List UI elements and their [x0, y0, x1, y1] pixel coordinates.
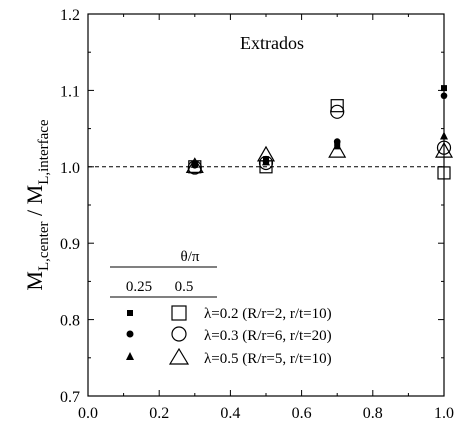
x-tick-label: 0.4	[220, 405, 240, 422]
data-markers	[185, 85, 454, 180]
x-tick-label: 1.0	[434, 405, 454, 422]
marker-triangle-open	[256, 145, 276, 162]
y-axis-title: ML,center / ML,interface	[22, 119, 52, 291]
legend-circle-open	[171, 326, 187, 342]
legend-triangle-open	[168, 347, 190, 365]
marker-triangle-filled	[190, 159, 199, 168]
y-tick-label: 1.2	[60, 7, 80, 24]
marker-square-filled	[441, 85, 447, 92]
legend-header: θ/π	[181, 249, 200, 265]
y-tick-label: 0.7	[60, 389, 80, 406]
x-tick-label: 0.6	[292, 405, 312, 422]
legend-label-lambda-05: λ=0.5 (R/r=5, r/t=10)	[204, 351, 332, 367]
y-tick-label: 0.9	[60, 236, 80, 253]
y-axis-sep: /	[22, 204, 47, 221]
ticks	[87, 13, 445, 397]
annotation-extrados: Extrados	[240, 33, 304, 53]
x-tick-label: 0.0	[78, 405, 98, 422]
marker-square-open	[330, 99, 344, 113]
y-axis-sub-1: L,center	[36, 221, 52, 271]
y-axis-main-2: M	[22, 185, 47, 205]
legend-col-025: 0.25	[126, 279, 152, 295]
y-tick-label: 1.1	[60, 83, 80, 100]
legend-label-lambda-03: λ=0.3 (R/r=6, r/t=20)	[204, 328, 332, 344]
marker-circle-filled	[440, 92, 448, 100]
legend-triangle-filled	[126, 352, 134, 360]
marker-circle-open	[258, 155, 274, 171]
legend-circle-filled	[126, 330, 134, 338]
legend: θ/π 0.25 0.5 λ=0.2 (R/r=2, r/t=10) λ=0.3…	[110, 249, 332, 367]
tick-labels: 0.0 0.2 0.4 0.6 0.8 1.0 0.7 0.8 0.9 1.0 1.1 1.2	[60, 7, 454, 422]
y-tick-label: 0.8	[60, 313, 80, 330]
marker-triangle-open	[328, 141, 347, 158]
y-axis-sub-2: L,interface	[36, 119, 52, 185]
marker-circle-open	[436, 140, 452, 155]
y-tick-label: 1.0	[60, 160, 80, 177]
x-tick-label: 0.2	[149, 405, 169, 422]
marker-triangle-filled	[440, 131, 448, 140]
y-axis-main-1: M	[22, 271, 47, 291]
legend-label-lambda-02: λ=0.2 (R/r=2, r/t=10)	[204, 306, 332, 322]
marker-triangle-open	[434, 141, 454, 158]
legend-col-05: 0.5	[175, 279, 194, 295]
marker-circle-open	[330, 104, 345, 119]
legend-square-open	[171, 305, 187, 321]
x-tick-label: 0.8	[363, 405, 383, 422]
marker-square-open	[437, 166, 451, 180]
marker-triangle-open	[185, 157, 204, 173]
legend-square-filled	[127, 310, 133, 316]
